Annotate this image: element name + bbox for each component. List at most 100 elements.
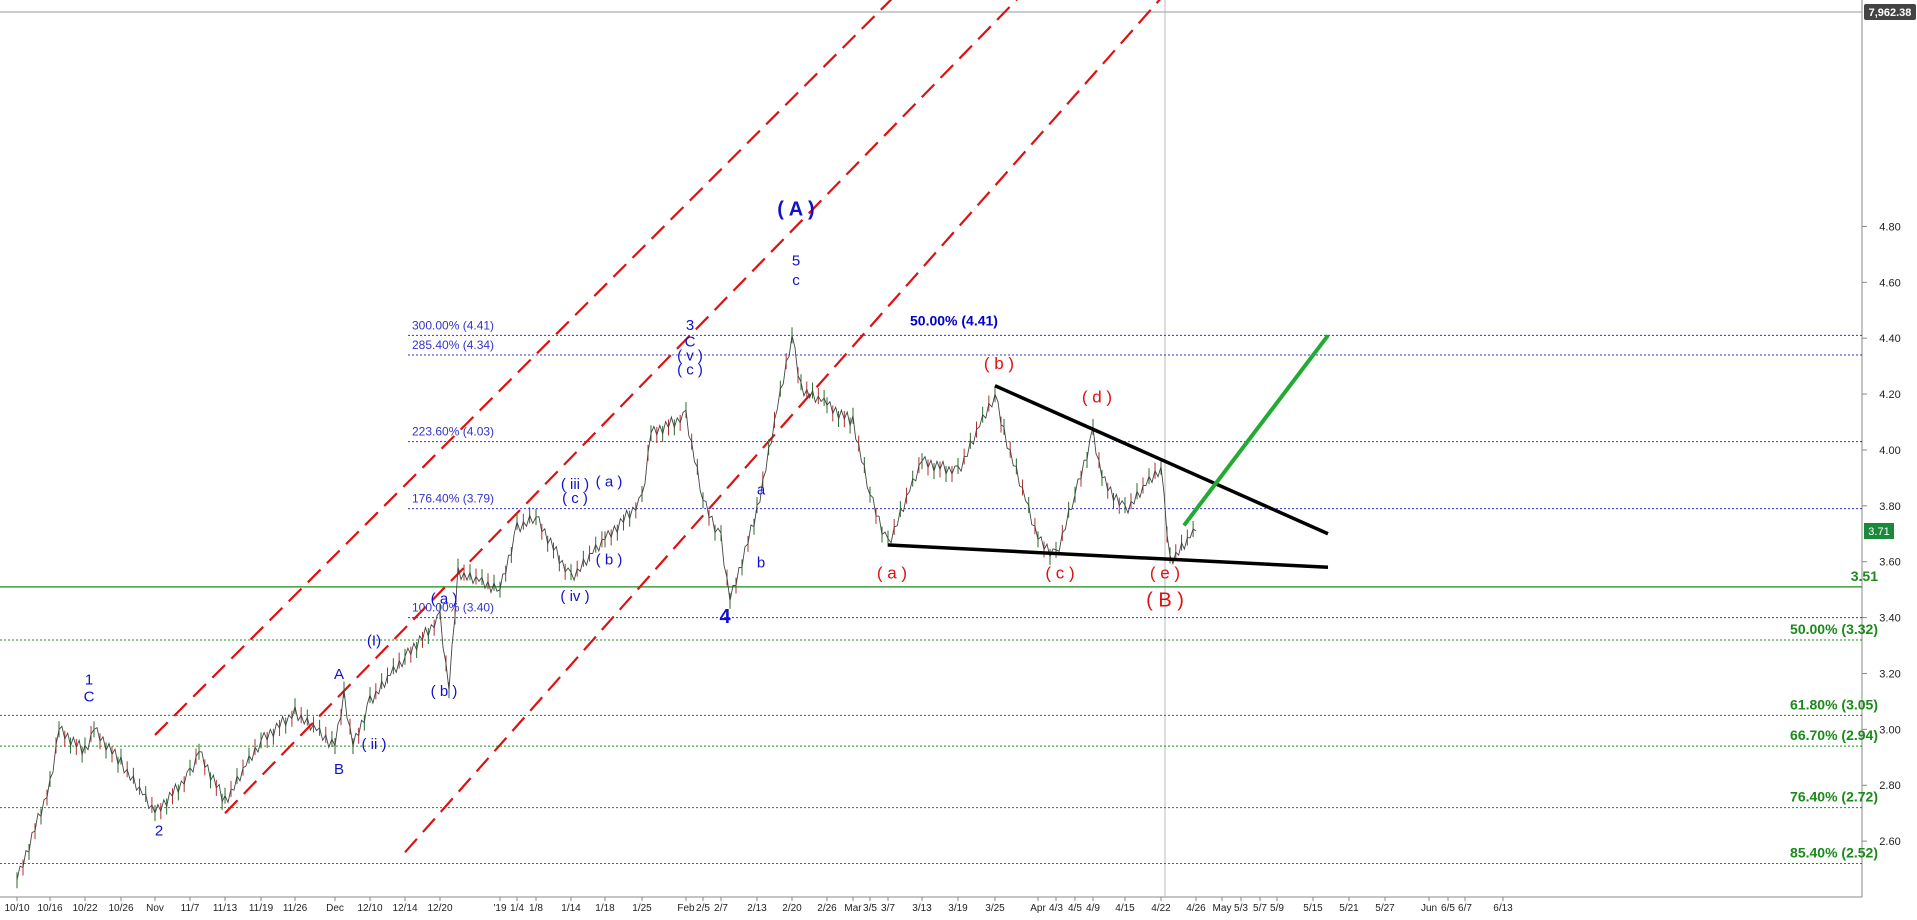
x-tick-label: 11/19 (249, 903, 274, 914)
fib-level-label: 61.80% (3.05) (1790, 696, 1878, 712)
x-tick-label: 4/15 (1115, 903, 1135, 914)
y-tick-label: 3.60 (1879, 557, 1900, 569)
x-tick-label: Nov (146, 903, 164, 914)
x-tick-label: 2/5 (696, 903, 710, 914)
x-tick-label: 6/5 (1441, 903, 1455, 914)
x-tick-label: 3/19 (948, 903, 968, 914)
x-tick-label: 4/5 (1068, 903, 1082, 914)
x-tick-label: 5/15 (1303, 903, 1323, 914)
y-tick-label: 2.80 (1879, 780, 1900, 792)
fib-level-label: 300.00% (4.41) (412, 318, 494, 332)
wave-label-blue: 4 (719, 606, 731, 628)
y-tick-label: 3.00 (1879, 724, 1900, 736)
wave-label-red: ( a ) (877, 563, 907, 582)
x-tick-label: Jun (1421, 903, 1437, 914)
x-tick-label: 5/7 (1253, 903, 1267, 914)
wave-label-blue: 2 (155, 823, 163, 840)
x-tick-label: 1/25 (632, 903, 652, 914)
wave-label-blue: ( ii ) (362, 736, 387, 753)
wave-label-blue: ( b ) (596, 552, 623, 569)
y-tick-label: 3.40 (1879, 613, 1900, 625)
wave-label-blue: C (685, 334, 696, 351)
wave-label-red: ( B ) (1146, 589, 1184, 611)
x-tick-label: 11/13 (213, 903, 238, 914)
fib-level-label: 50.00% (3.32) (1790, 621, 1878, 637)
x-tick-label: 10/26 (108, 903, 133, 914)
y-tick-label: 4.80 (1879, 221, 1900, 233)
x-tick-label: Mar (844, 903, 862, 914)
x-tick-label: 12/10 (357, 903, 382, 914)
wave-label-blue: 1 (85, 672, 93, 689)
x-tick-label: 3/13 (912, 903, 932, 914)
x-tick-label: 2/26 (817, 903, 837, 914)
x-tick-label: 12/14 (392, 903, 417, 914)
x-tick-label: 10/10 (4, 903, 29, 914)
x-tick-label: 4/26 (1186, 903, 1206, 914)
x-tick-label: 3/5 (863, 903, 877, 914)
x-tick-label: 6/7 (1458, 903, 1472, 914)
x-tick-label: 2/13 (747, 903, 767, 914)
fib-level-label: 76.40% (2.72) (1790, 789, 1878, 805)
fib-top-label: 50.00% (4.41) (910, 312, 998, 328)
x-tick-label: 2/7 (714, 903, 728, 914)
triangle-trendline (887, 543, 1329, 570)
x-tick-label: 5/3 (1234, 903, 1248, 914)
x-tick-label: 3/7 (881, 903, 895, 914)
fib-level-label: 3.51 (1851, 568, 1878, 584)
wave-label-red: ( c ) (1045, 563, 1074, 582)
x-tick-label: May (1213, 903, 1232, 914)
x-tick-label: 12/20 (427, 903, 452, 914)
current-price-badge (1864, 522, 1894, 539)
wave-label-blue: ( c ) (562, 490, 588, 507)
fib-level-label: 285.40% (4.34) (412, 338, 494, 352)
y-tick-label: 2.60 (1879, 836, 1900, 848)
wave-label-blue: a (757, 482, 766, 499)
x-tick-label: '19 (493, 903, 506, 914)
x-tick-label: 11/26 (283, 903, 308, 914)
y-tick-label: 4.40 (1879, 333, 1900, 345)
fib-level-label: 100.00% (3.40) (412, 601, 494, 615)
x-tick-label: 1/18 (595, 903, 615, 914)
wave-label-blue: ( c ) (677, 362, 703, 379)
price-series-line (16, 335, 1197, 881)
x-tick-label: 2/20 (782, 903, 802, 914)
wave-label-blue: ( a ) (596, 473, 623, 490)
wave-label-blue: B (334, 761, 344, 778)
x-tick-label: Feb (677, 903, 695, 914)
channel-line (404, 0, 1161, 854)
wave-label-blue: b (757, 554, 765, 571)
wave-label-blue: c (792, 272, 800, 289)
wave-label-red: ( b ) (984, 354, 1014, 373)
x-tick-label: 1/8 (529, 903, 543, 914)
wave-label-blue: ( iii ) (561, 476, 589, 493)
wave-label-blue: ( v ) (677, 348, 703, 365)
y-tick-label: 4.00 (1879, 445, 1900, 457)
top-value-label: 7,962.38 (1869, 7, 1912, 19)
wave-label-blue: 5 (792, 253, 800, 270)
y-tick-label: 4.60 (1879, 277, 1900, 289)
wave-label-blue: C (84, 688, 95, 705)
top-value-badge (1864, 4, 1916, 20)
x-tick-label: 4/3 (1049, 903, 1063, 914)
x-tick-label: 5/27 (1375, 903, 1395, 914)
projection-line (1182, 334, 1330, 527)
x-tick-label: 5/9 (1270, 903, 1284, 914)
x-tick-label: 1/4 (510, 903, 524, 914)
wave-label-blue: 3 (686, 317, 694, 334)
current-price-label: 3.71 (1868, 526, 1889, 538)
fib-level-label: 66.70% (2.94) (1790, 727, 1878, 743)
x-tick-label: 11/7 (181, 903, 200, 914)
fib-level-label: 176.40% (3.79) (412, 492, 494, 506)
triangle-trendline (994, 384, 1329, 536)
wave-label-blue: A (334, 666, 344, 683)
y-tick-label: 4.20 (1879, 389, 1900, 401)
x-tick-label: 4/22 (1151, 903, 1171, 914)
wave-label-red: ( e ) (1150, 563, 1180, 582)
x-tick-label: 10/16 (37, 903, 62, 914)
x-tick-label: 4/9 (1086, 903, 1100, 914)
fib-level-label: 223.60% (4.03) (412, 425, 494, 439)
x-tick-label: Dec (326, 903, 344, 914)
x-tick-label: 6/13 (1493, 903, 1513, 914)
